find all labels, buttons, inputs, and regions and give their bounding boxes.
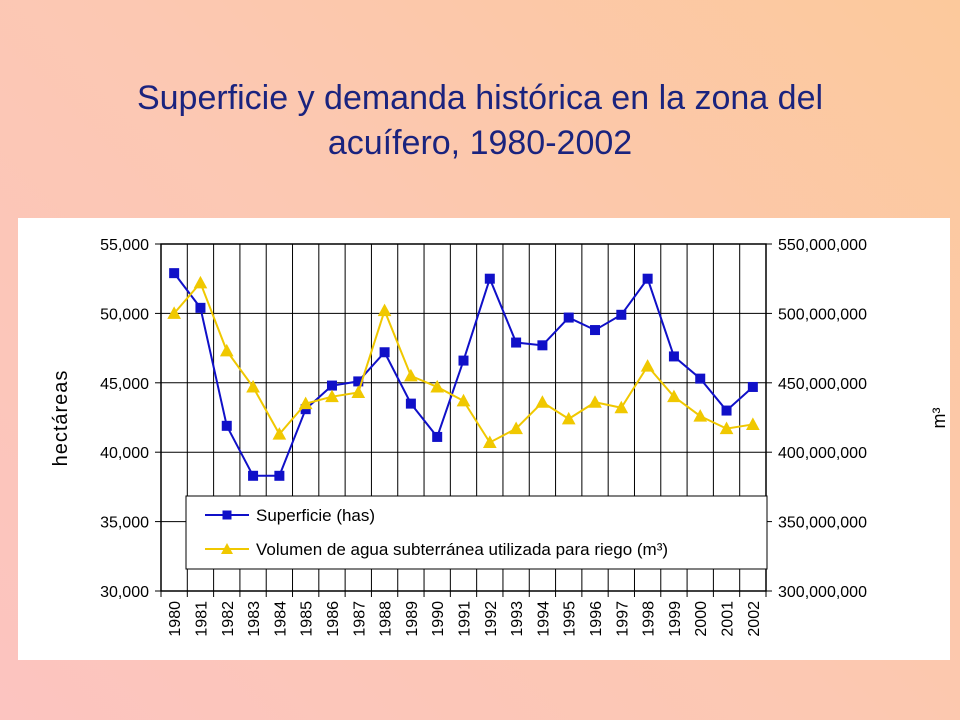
superficie-data-point bbox=[590, 325, 601, 336]
superficie-data-point bbox=[195, 302, 206, 313]
x-tick-label: 1991 bbox=[457, 601, 474, 637]
volumen-data-point bbox=[482, 435, 497, 448]
y-right-tick-label: 500,000,000 bbox=[778, 306, 867, 323]
legend-square-marker bbox=[222, 510, 232, 520]
legend-box bbox=[185, 495, 768, 570]
volumen-data-point bbox=[667, 389, 681, 403]
x-tick-label: 1998 bbox=[641, 601, 658, 637]
x-tick-label: 1987 bbox=[351, 601, 368, 637]
superficie-data-point bbox=[668, 351, 679, 362]
legend-triangle-marker bbox=[221, 543, 233, 554]
superficie-data-point bbox=[458, 355, 469, 366]
superficie-data-point bbox=[405, 398, 416, 409]
x-tick-label: 1996 bbox=[588, 601, 605, 637]
volumen-data-point bbox=[404, 368, 418, 382]
y-tick-label: 35,000 bbox=[100, 515, 149, 532]
chart-title: Superficie y demanda histórica en la zon… bbox=[80, 76, 880, 166]
superficie-data-point bbox=[379, 347, 390, 358]
superficie-data-point bbox=[274, 470, 285, 481]
x-tick-label: 1999 bbox=[667, 601, 684, 637]
y-tick-label: 50,000 bbox=[100, 306, 149, 323]
superficie-series-line bbox=[173, 272, 754, 477]
y-right-tick-label: 550,000,000 bbox=[778, 237, 867, 254]
volumen-data-point bbox=[640, 359, 655, 372]
y-tick-label: 45,000 bbox=[100, 376, 149, 393]
chart-title-line-1: Superficie y demanda histórica en la zon… bbox=[136, 79, 824, 117]
volumen-data-point bbox=[377, 303, 392, 317]
superficie-data-point bbox=[248, 470, 259, 481]
y-tick-label: 30,000 bbox=[100, 584, 149, 601]
x-tick-label: 1994 bbox=[535, 601, 552, 637]
y-axis-title: hectáreas bbox=[50, 370, 72, 467]
x-tick-label: 1988 bbox=[378, 601, 395, 637]
legend-label: Volumen de agua subterránea utilizada pa… bbox=[256, 540, 668, 559]
y-right-tick-label: 400,000,000 bbox=[778, 445, 867, 462]
superficie-data-point bbox=[432, 431, 443, 442]
legend-label: Superficie (has) bbox=[256, 506, 375, 525]
x-tick-label: 1981 bbox=[193, 601, 210, 637]
volumen-data-point bbox=[430, 379, 445, 393]
volumen-data-point bbox=[325, 389, 339, 403]
chart-panel: 30,000 300,000,000 35,000 350,000,000 40,000… bbox=[18, 218, 950, 660]
x-tick-label: 1980 bbox=[167, 601, 184, 637]
y-right-tick-label: 300,000,000 bbox=[778, 584, 867, 601]
x-tick-label: 1993 bbox=[509, 601, 526, 637]
volumen-data-point bbox=[746, 417, 760, 430]
x-tick-label: 2000 bbox=[693, 601, 710, 637]
volumen-data-point bbox=[167, 306, 181, 319]
y-right-axis-title: m³ bbox=[929, 408, 949, 429]
volumen-data-point bbox=[719, 421, 734, 435]
volumen-data-point bbox=[535, 395, 550, 408]
superficie-data-point bbox=[221, 420, 232, 431]
x-tick-label: 2002 bbox=[746, 601, 763, 637]
volumen-data-point bbox=[351, 385, 366, 399]
x-tick-label: 1990 bbox=[430, 601, 447, 637]
x-tick-label: 2001 bbox=[720, 601, 737, 637]
x-tick-label: 1983 bbox=[246, 601, 263, 637]
x-tick-label: 1984 bbox=[272, 601, 289, 637]
volumen-data-point bbox=[246, 379, 260, 393]
chart-canvas: 30,000 300,000,000 35,000 350,000,000 40,000… bbox=[50, 237, 949, 637]
volumen-data-point bbox=[561, 411, 576, 425]
y-right-tick-label: 450,000,000 bbox=[778, 376, 867, 393]
superficie-data-point bbox=[537, 340, 548, 351]
x-tick-label: 1986 bbox=[325, 601, 342, 637]
volumen-data-point bbox=[298, 396, 313, 410]
superficie-data-point bbox=[721, 405, 732, 416]
x-tick-label: 1989 bbox=[404, 601, 421, 637]
volumen-data-point bbox=[614, 400, 629, 414]
superficie-data-point bbox=[484, 273, 495, 284]
y-tick-label: 55,000 bbox=[100, 237, 149, 254]
volumen-data-point bbox=[509, 421, 523, 435]
superficie-data-point bbox=[747, 381, 758, 392]
volumen-data-point bbox=[693, 409, 708, 422]
superficie-data-point bbox=[642, 273, 653, 284]
volumen-data-point bbox=[193, 275, 208, 289]
chart-title-line-2: acuífero, 1980-2002 bbox=[327, 124, 633, 162]
superficie-data-point bbox=[695, 373, 706, 384]
superficie-data-point bbox=[326, 380, 337, 391]
x-tick-label: 1985 bbox=[299, 601, 316, 637]
superficie-data-point bbox=[616, 309, 627, 320]
y-tick-label: 40,000 bbox=[100, 445, 149, 462]
x-tick-label: 1997 bbox=[614, 601, 631, 637]
volumen-data-point bbox=[588, 395, 602, 408]
x-tick-label: 1995 bbox=[562, 601, 579, 637]
volumen-data-point bbox=[272, 427, 287, 440]
volumen-data-point bbox=[456, 393, 471, 407]
volumen-data-point bbox=[219, 343, 234, 357]
x-tick-label: 1992 bbox=[483, 601, 500, 637]
superficie-data-point bbox=[169, 268, 180, 279]
superficie-data-point bbox=[563, 312, 574, 323]
plot-area-border bbox=[160, 243, 767, 592]
superficie-data-point bbox=[511, 337, 522, 348]
y-right-tick-label: 350,000,000 bbox=[778, 515, 867, 532]
x-tick-label: 1982 bbox=[220, 601, 237, 637]
